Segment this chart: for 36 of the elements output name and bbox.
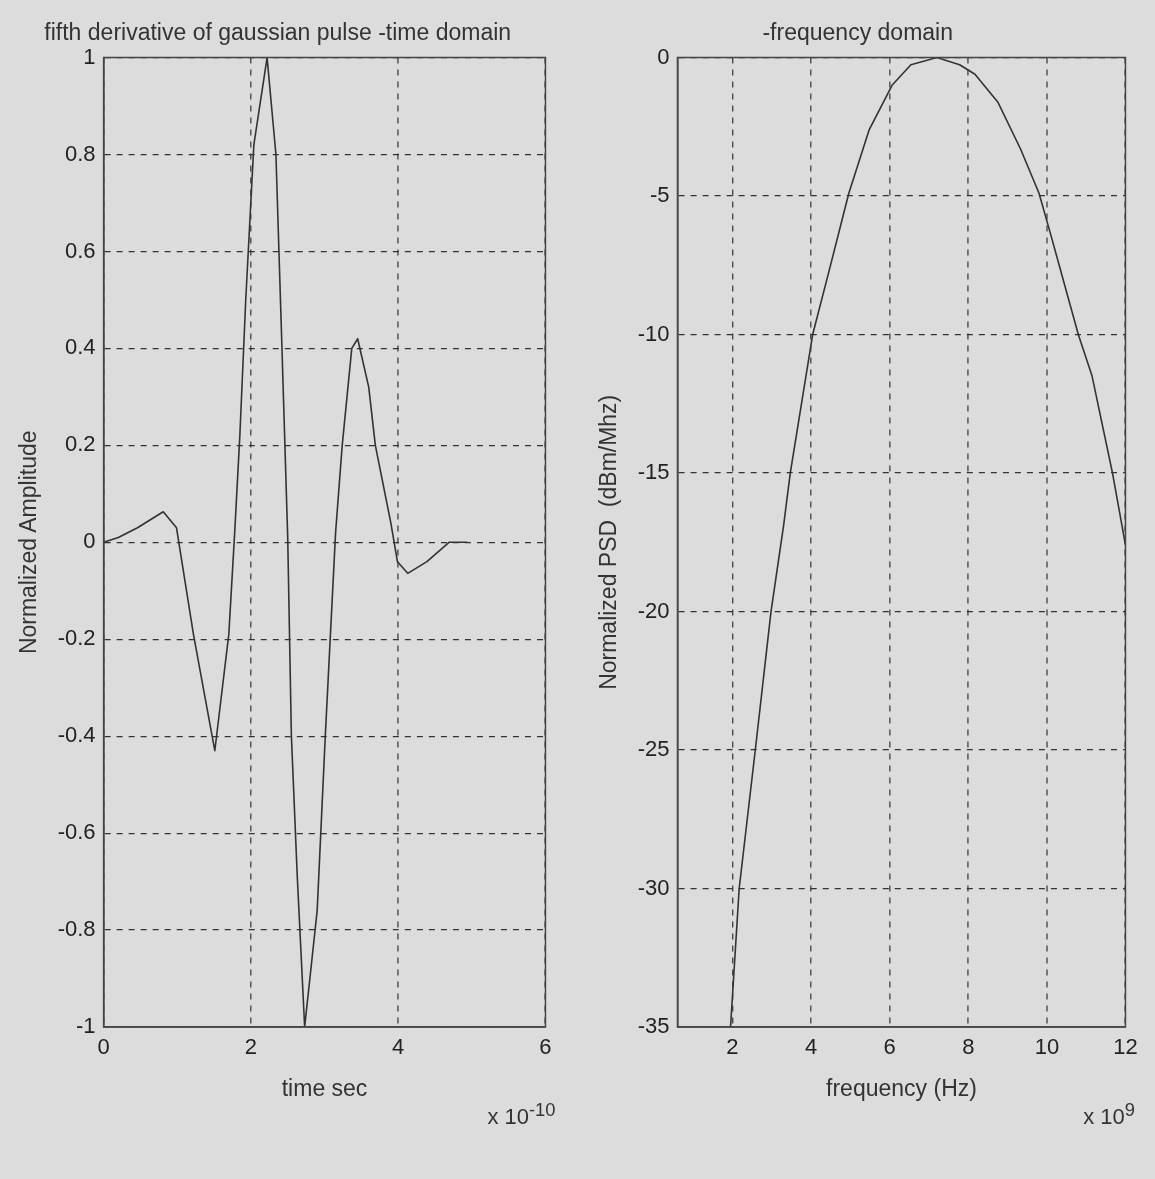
y-tick-label: -5: [649, 182, 669, 208]
y-tick-label: 0.6: [64, 237, 96, 263]
text: x 10$^{9}$: [1083, 1099, 1135, 1131]
y-tick-label: -25: [637, 736, 669, 762]
y-tick-label: -30: [637, 874, 669, 900]
x-axis-title: frequency (Hz): [825, 1074, 977, 1101]
y-axis-title: Normalized Amplitude: [15, 430, 42, 655]
x-tick-label: 2: [244, 1034, 258, 1060]
y-axis-title: Normalized PSD (dBm/Mhz): [594, 394, 621, 690]
y-tick-label: -0.6: [57, 819, 96, 845]
y-tick-label: 0.2: [64, 431, 96, 457]
y-tick-label: -0.2: [57, 625, 96, 651]
x-tick-label: 4: [804, 1034, 817, 1060]
x-tick-label: 6: [883, 1034, 896, 1060]
y-tick-label: 1: [83, 43, 96, 69]
x-tick-label: 4: [392, 1034, 405, 1060]
y-tick-label: -35: [637, 1013, 669, 1039]
y-tick-label: -10: [637, 320, 669, 346]
x-tick-label: 2: [725, 1034, 739, 1060]
y-tick-label: -20: [637, 597, 669, 623]
y-tick-label: -0.4: [57, 722, 96, 748]
y-tick-label: 0: [656, 43, 669, 69]
chart-title: fifth derivative of gaussian pulse -time domain: [44, 19, 512, 46]
y-tick-label: 0.8: [64, 140, 96, 166]
y-tick-label: 0: [83, 528, 96, 554]
x-tick-label: 6: [539, 1034, 552, 1060]
x-tick-label: 8: [961, 1034, 974, 1060]
y-tick-label: -15: [637, 459, 669, 485]
chart-title: -frequency domain: [761, 19, 953, 46]
text: x 10$^{-10}$: [487, 1099, 556, 1131]
x-tick-label: 12: [1112, 1034, 1138, 1060]
x-axis-title: time sec: [281, 1074, 368, 1101]
y-tick-label: -0.8: [57, 916, 96, 942]
y-tick-label: -1: [76, 1013, 96, 1039]
x-tick-label: 10: [1034, 1034, 1059, 1060]
y-tick-label: 0.4: [64, 334, 96, 360]
